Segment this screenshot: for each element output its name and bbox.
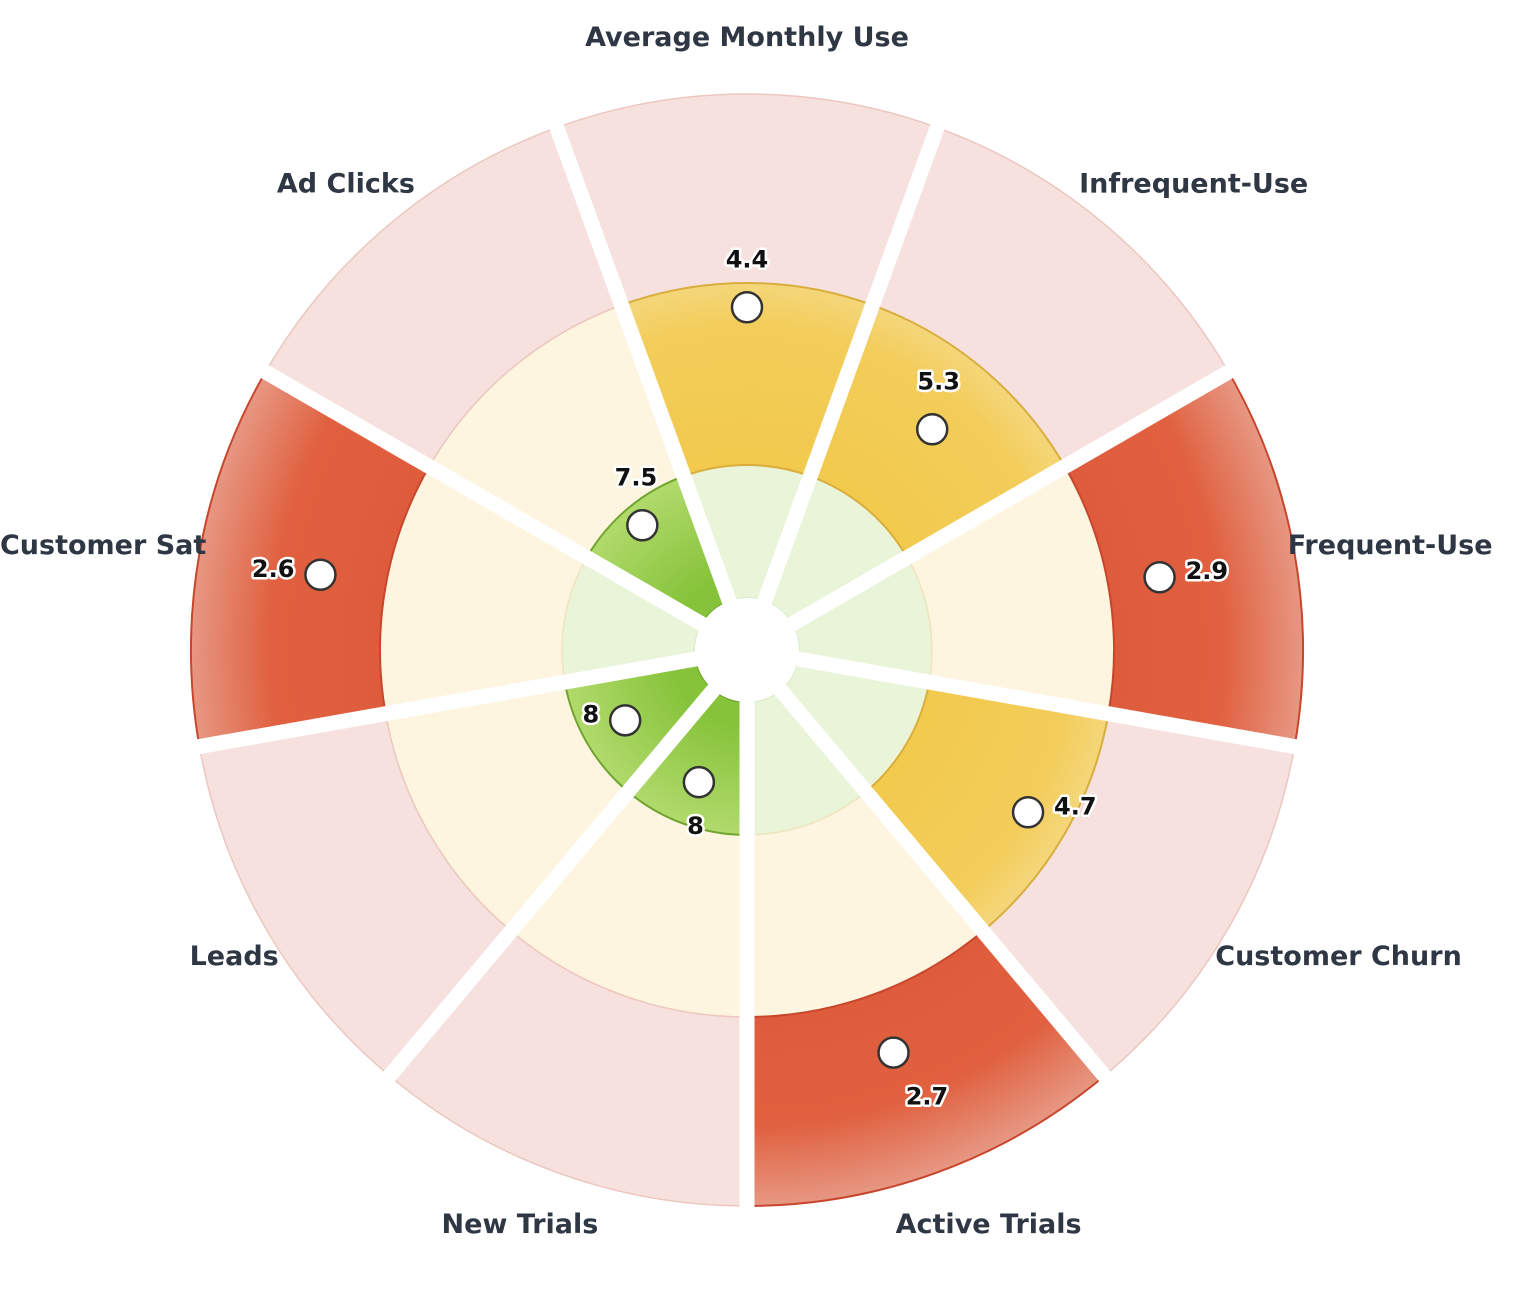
value-label: 2.6 xyxy=(252,555,295,583)
value-marker[interactable] xyxy=(626,509,659,542)
category-label: Leads xyxy=(190,941,279,972)
sector-gaps xyxy=(190,117,1304,1214)
value-marker[interactable] xyxy=(915,413,949,446)
value-marker[interactable] xyxy=(877,1036,910,1069)
value-marker[interactable] xyxy=(730,291,764,324)
category-label: Average Monthly Use xyxy=(585,22,909,53)
value-label: 8 xyxy=(687,812,704,840)
category-label: Active Trials xyxy=(896,1209,1082,1240)
category-label: New Trials xyxy=(442,1209,599,1240)
sector-gap xyxy=(190,650,703,756)
category-label: Infrequent-Use xyxy=(1079,169,1308,200)
category-label: Customer Churn xyxy=(1215,941,1462,972)
value-marker[interactable] xyxy=(1011,796,1045,829)
sector-gap xyxy=(791,650,1304,756)
value-label: 5.3 xyxy=(917,367,960,395)
value-label: 2.7 xyxy=(906,1083,949,1111)
sector-gap xyxy=(547,117,738,609)
sector-gap xyxy=(378,681,723,1087)
sector-gap xyxy=(756,117,947,609)
value-markers xyxy=(304,291,1176,1069)
value-label: 4.4 xyxy=(726,245,769,273)
sector-gap xyxy=(783,361,1240,633)
category-label: Frequent-Use xyxy=(1288,530,1493,561)
value-marker[interactable] xyxy=(304,558,337,592)
value-label: 7.5 xyxy=(615,463,658,491)
center-hole xyxy=(695,598,799,702)
sector-gap xyxy=(254,361,711,633)
value-label: 2.9 xyxy=(1186,557,1229,585)
value-marker[interactable] xyxy=(608,704,642,737)
category-label: Customer Sat xyxy=(0,530,206,561)
sector-gap xyxy=(771,681,1116,1087)
bar-average-monthly-use[interactable] xyxy=(620,282,874,478)
category-label: Ad Clicks xyxy=(277,169,415,200)
bar-customer-churn[interactable] xyxy=(864,680,1110,933)
category-labels: Average Monthly Use Infrequent-Use Frequen… xyxy=(0,22,1493,1240)
value-marker[interactable] xyxy=(1143,560,1176,594)
value-label: 8 xyxy=(582,700,599,728)
value-marker[interactable] xyxy=(682,765,716,799)
value-label: 4.7 xyxy=(1054,792,1097,820)
value-labels: 4.4 5.3 2.9 4.7 2.7 8 8 2.6 7.5 xyxy=(249,243,1230,1113)
